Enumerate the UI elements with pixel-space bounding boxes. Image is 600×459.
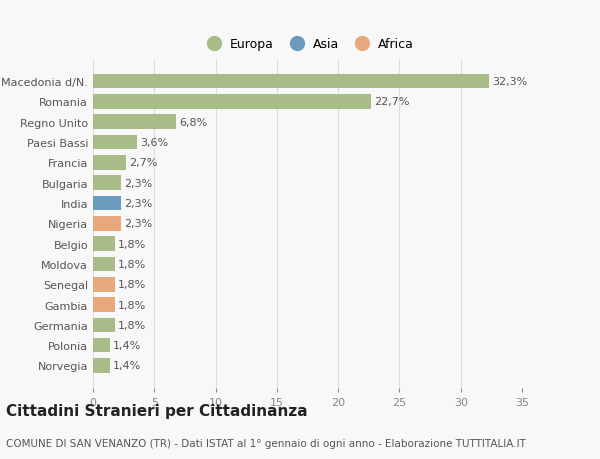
Bar bbox=[93, 176, 121, 190]
Text: 1,8%: 1,8% bbox=[118, 300, 146, 310]
Text: 6,8%: 6,8% bbox=[179, 118, 208, 128]
Text: 2,3%: 2,3% bbox=[124, 178, 152, 188]
Text: 32,3%: 32,3% bbox=[492, 77, 527, 87]
Bar bbox=[93, 257, 115, 272]
Bar bbox=[93, 156, 126, 170]
Text: 1,8%: 1,8% bbox=[118, 259, 146, 269]
Text: 2,3%: 2,3% bbox=[124, 198, 152, 208]
Text: 2,7%: 2,7% bbox=[129, 158, 158, 168]
Text: 1,4%: 1,4% bbox=[113, 361, 142, 370]
Bar bbox=[93, 95, 371, 109]
Bar bbox=[93, 237, 115, 252]
Legend: Europa, Asia, Africa: Europa, Asia, Africa bbox=[196, 33, 419, 56]
Text: 1,8%: 1,8% bbox=[118, 280, 146, 290]
Text: 3,6%: 3,6% bbox=[140, 138, 169, 148]
Text: 2,3%: 2,3% bbox=[124, 219, 152, 229]
Bar bbox=[93, 318, 115, 332]
Bar bbox=[93, 135, 137, 150]
Text: Cittadini Stranieri per Cittadinanza: Cittadini Stranieri per Cittadinanza bbox=[6, 403, 308, 419]
Bar bbox=[93, 358, 110, 373]
Bar bbox=[93, 338, 110, 353]
Bar bbox=[93, 217, 121, 231]
Bar bbox=[93, 277, 115, 292]
Text: COMUNE DI SAN VENANZO (TR) - Dati ISTAT al 1° gennaio di ogni anno - Elaborazion: COMUNE DI SAN VENANZO (TR) - Dati ISTAT … bbox=[6, 438, 526, 448]
Text: 1,8%: 1,8% bbox=[118, 239, 146, 249]
Bar bbox=[93, 115, 176, 130]
Bar bbox=[93, 297, 115, 312]
Bar bbox=[93, 75, 489, 89]
Text: 1,8%: 1,8% bbox=[118, 320, 146, 330]
Text: 1,4%: 1,4% bbox=[113, 341, 142, 350]
Bar bbox=[93, 196, 121, 211]
Text: 22,7%: 22,7% bbox=[374, 97, 410, 107]
